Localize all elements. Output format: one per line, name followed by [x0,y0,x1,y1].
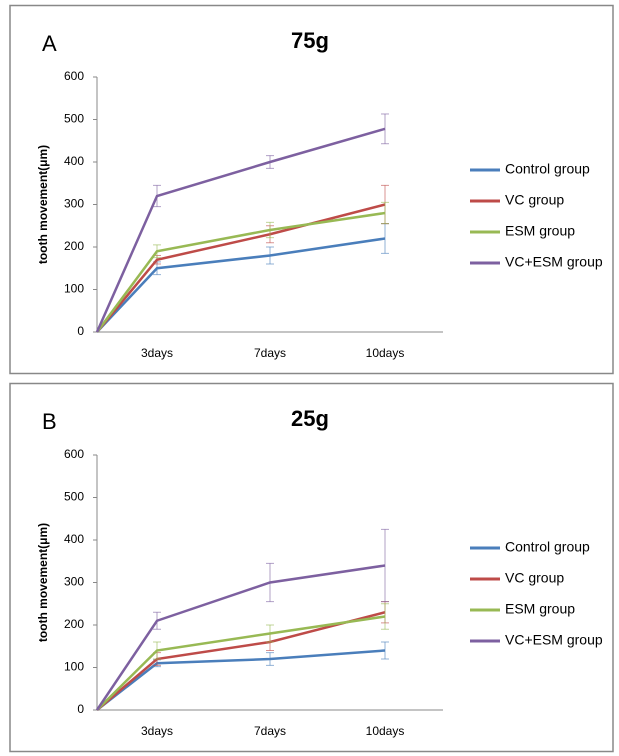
y-axis-label: tooth movement(μm) [36,523,50,642]
error-bar [381,528,389,603]
line [96,649,386,711]
y-tick-label: 300 [64,575,84,589]
panel-border [9,382,614,753]
chart-title: 75g [291,28,329,53]
error-bar [381,603,389,630]
line [95,127,386,333]
error-bar [153,244,161,259]
error-bar [266,624,274,643]
error-bar [266,246,274,265]
legend-label: Control group [505,161,590,177]
line [96,237,386,333]
error-bar [153,611,161,630]
error-bar [153,641,161,660]
legend-label: ESM group [505,223,575,239]
y-tick-label: 0 [77,324,84,338]
x-tick-label: 3days [141,346,173,360]
line [95,564,386,711]
y-tick-label: 500 [64,490,84,504]
y-tick-label: 400 [64,532,84,546]
line [96,611,386,711]
x-tick-label: 7days [254,346,286,360]
y-tick-label: 600 [64,447,84,461]
y-tick-label: 500 [64,112,84,126]
error-bar [381,113,389,145]
y-tick-label: 0 [77,702,84,716]
panel-border [9,4,614,375]
error-bar [266,221,274,239]
y-tick-label: 400 [64,154,84,168]
legend-label: VC group [505,192,564,208]
x-tick-label: 10days [366,346,405,360]
legend-label: VC+ESM group [505,254,603,270]
legend-label: VC group [505,570,564,586]
y-tick-label: 100 [64,660,84,674]
panel-label: B [42,409,57,434]
panel: A 75g tooth movement(μm) 0 100 200 300 400 500 60… [9,4,614,375]
error-bar [266,562,274,603]
panel: B 25g tooth movement(μm) 0 100 200 300 400 500 60… [9,382,614,753]
legend-label: Control group [505,539,590,555]
y-tick-label: 300 [64,197,84,211]
x-tick-label: 3days [141,724,173,738]
x-tick-label: 7days [254,724,286,738]
error-bar [381,641,389,660]
y-tick-label: 600 [64,69,84,83]
error-bar [266,652,274,666]
chart-title: 25g [291,406,329,431]
y-tick-label: 200 [64,617,84,631]
y-tick-label: 100 [64,282,84,296]
error-bar [381,201,389,225]
line [96,615,386,711]
y-axis-label: tooth movement(μm) [36,145,50,264]
error-bar [153,184,161,208]
x-tick-label: 10days [366,724,405,738]
error-bar [266,155,274,169]
line [96,203,386,333]
line [95,211,386,333]
panel-label: A [42,31,57,56]
y-tick-label: 200 [64,239,84,253]
legend-label: VC+ESM group [505,632,603,648]
legend-label: ESM group [505,601,575,617]
